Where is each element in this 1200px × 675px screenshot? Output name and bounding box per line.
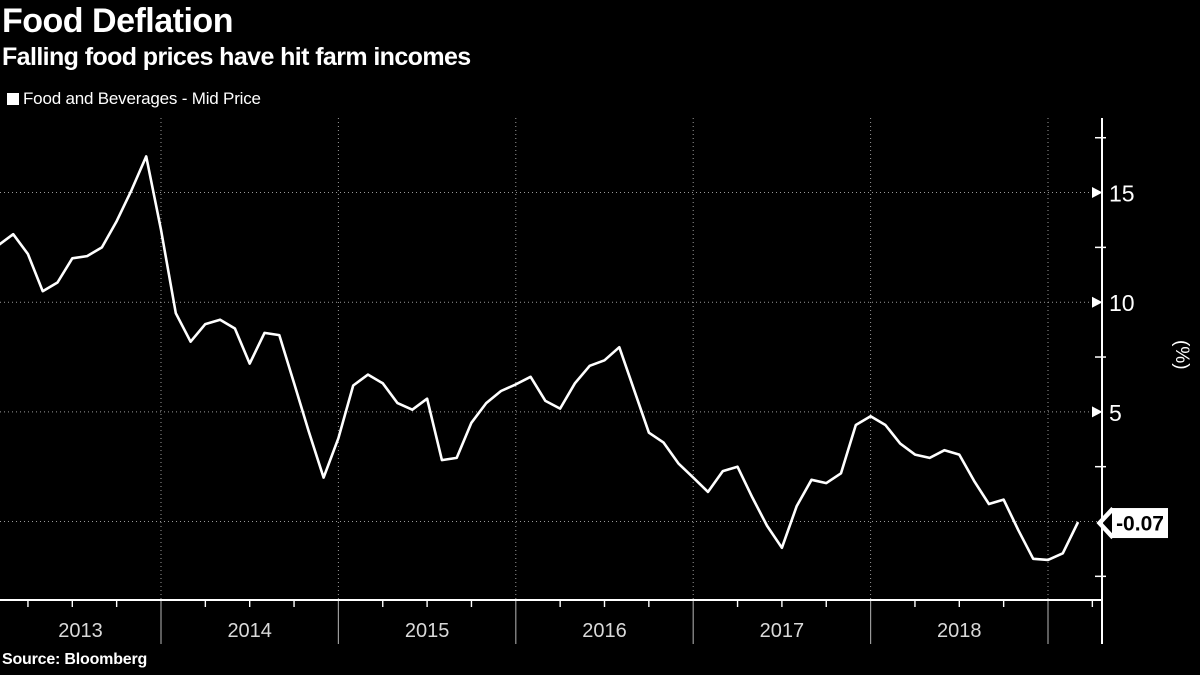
y-axis-unit-label: (%): [1171, 340, 1192, 370]
chart-subtitle: Falling food prices have hit farm income…: [2, 43, 471, 71]
y-axis-tick-label: 5: [1109, 400, 1122, 426]
legend-label: Food and Beverages - Mid Price: [23, 89, 261, 108]
y-major-tick-arrow: [1092, 296, 1103, 308]
x-axis-year-label: 2018: [937, 620, 982, 642]
legend-swatch-icon: [7, 93, 19, 105]
last-value-badge-label: -0.07: [1116, 513, 1164, 536]
y-axis-tick-label: 10: [1109, 290, 1135, 316]
y-major-tick-arrow: [1092, 406, 1103, 418]
data-line: [0, 155, 1079, 562]
legend: Food and Beverages - Mid Price: [7, 89, 261, 109]
last-value-badge: [1112, 508, 1168, 539]
x-axis-year-label: 2016: [582, 620, 627, 642]
y-major-tick-arrow: [1092, 187, 1103, 199]
y-axis-tick-label: 15: [1109, 181, 1135, 207]
chart-title: Food Deflation: [2, 2, 233, 40]
x-axis-year-label: 2017: [760, 620, 805, 642]
source-attribution: Source: Bloomberg: [2, 651, 148, 668]
x-axis-year-label: 2014: [227, 620, 272, 642]
x-axis-year-label: 2015: [405, 620, 450, 642]
last-value-chevron-icon: [1096, 507, 1115, 540]
x-axis-year-label: 2013: [58, 620, 103, 642]
